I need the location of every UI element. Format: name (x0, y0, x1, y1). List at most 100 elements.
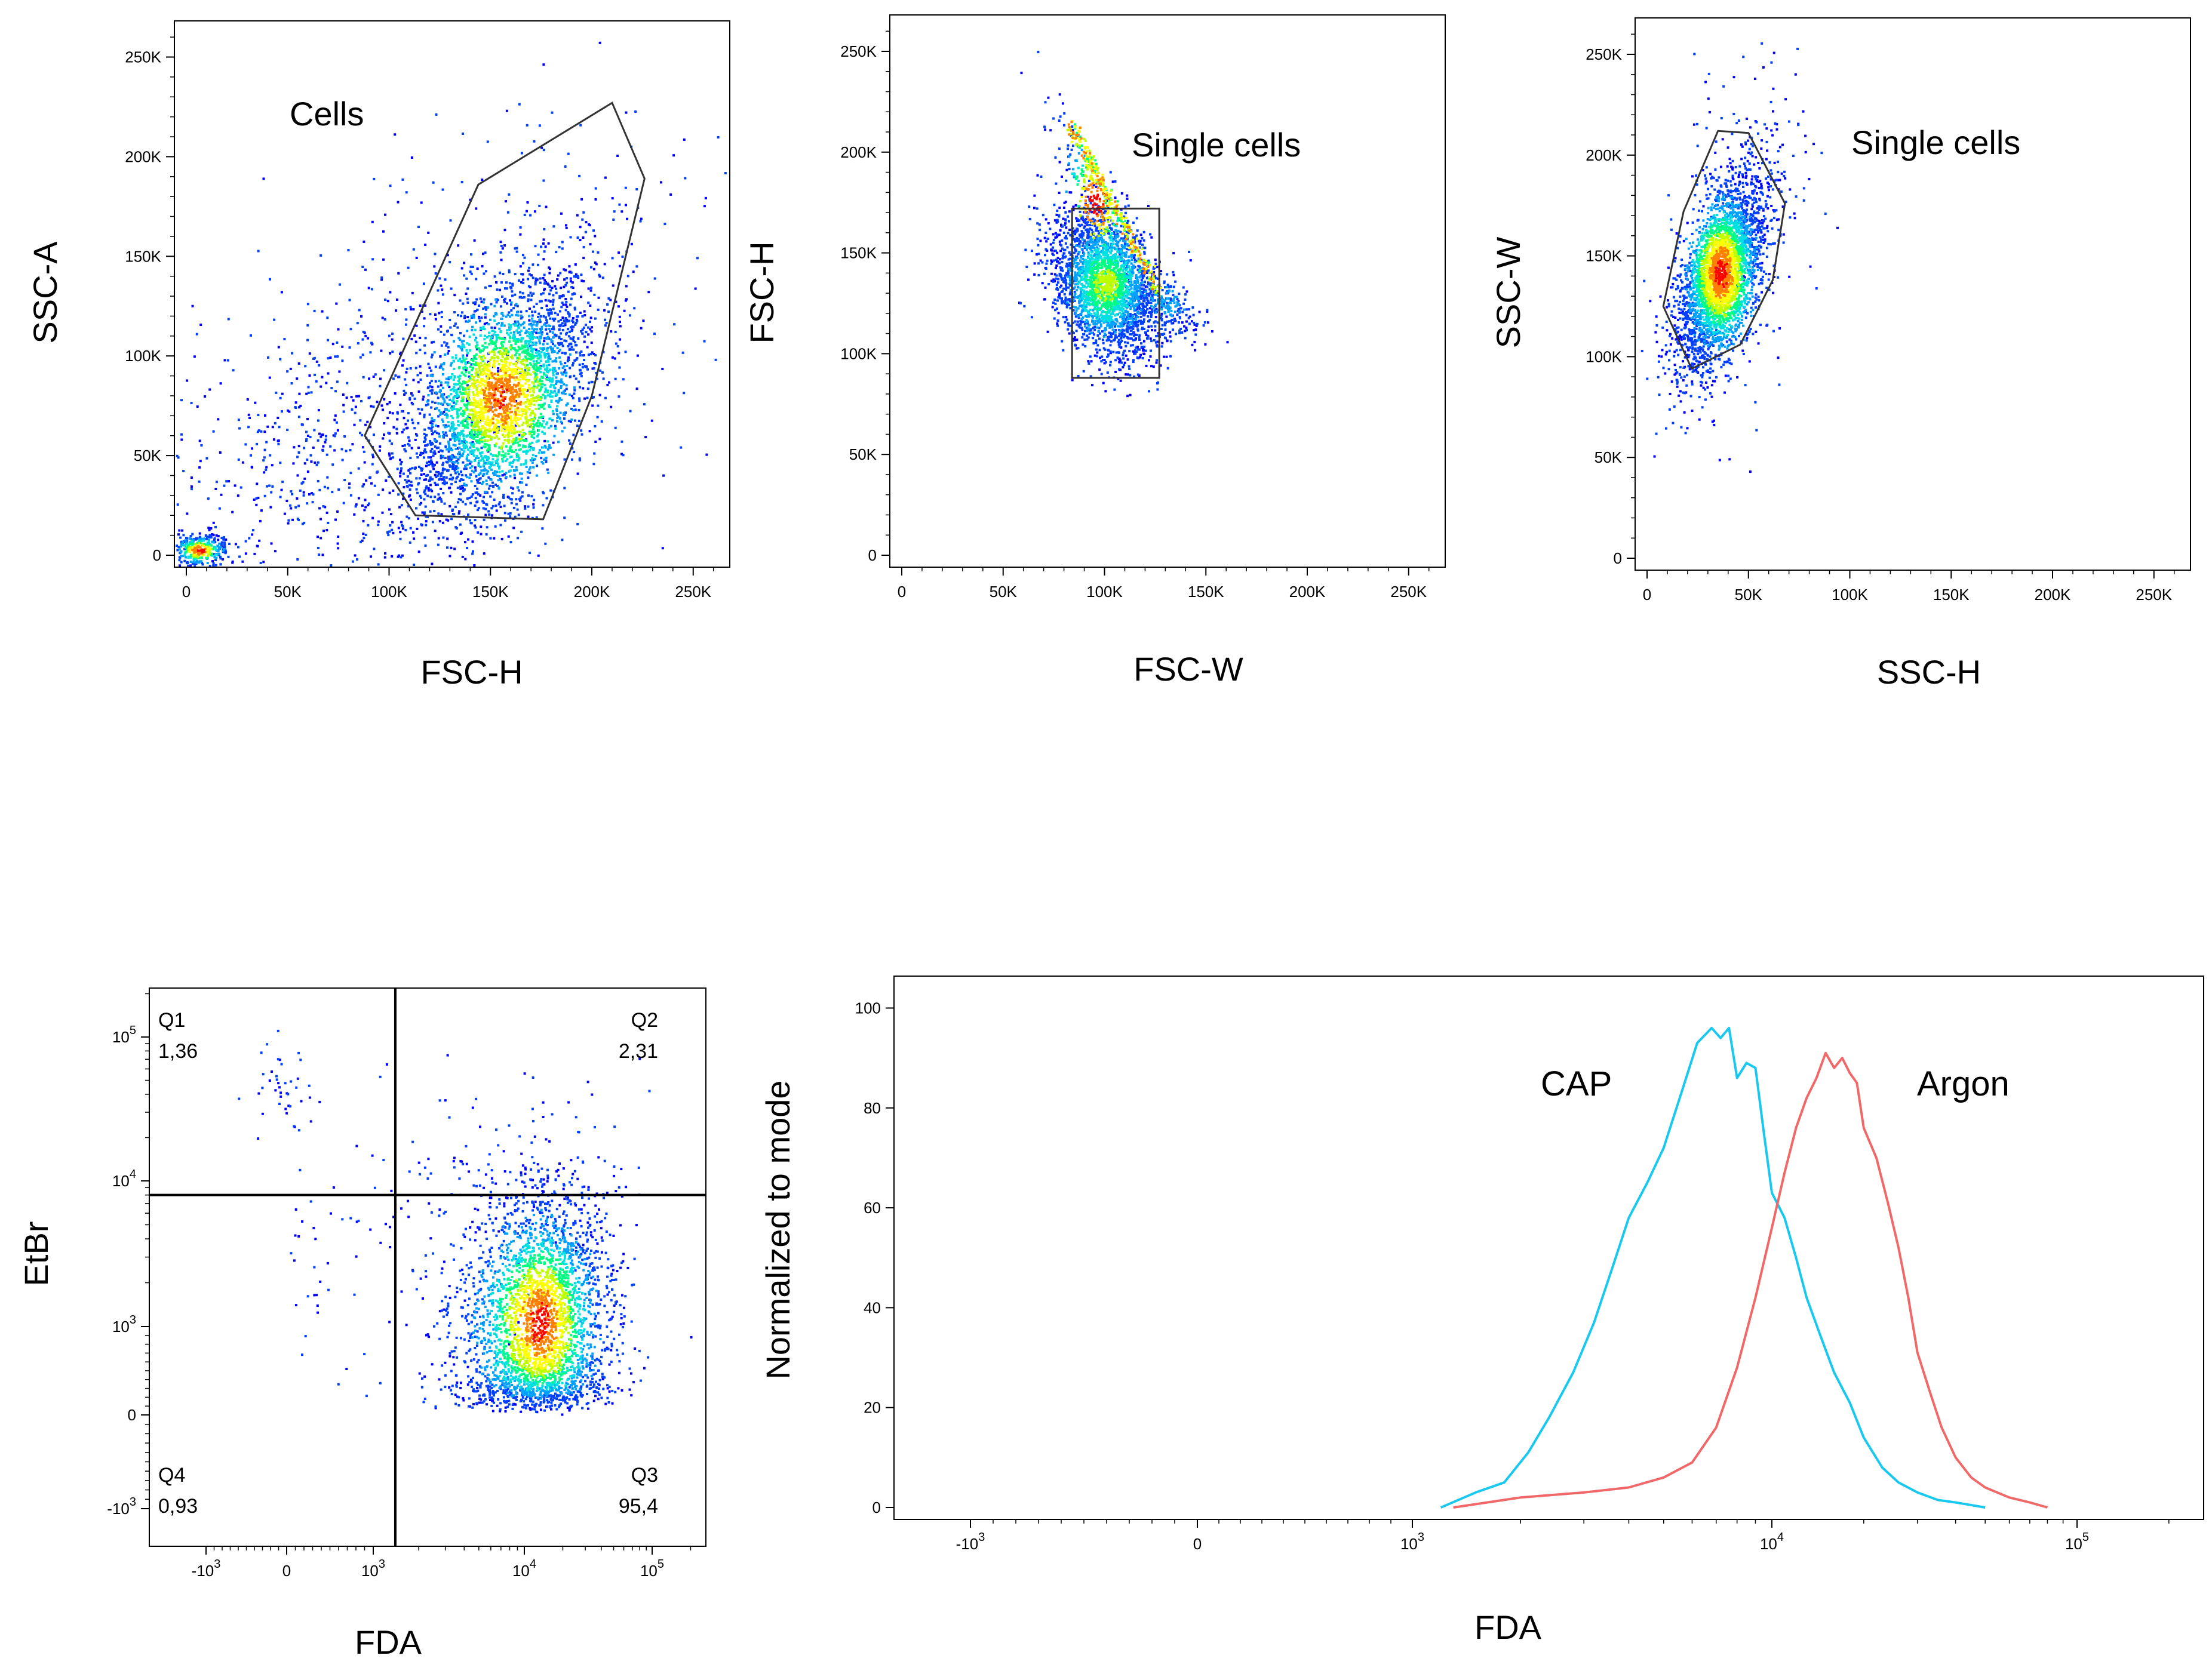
scatter-point (367, 502, 370, 505)
scatter-point (220, 543, 223, 546)
scatter-point (423, 436, 426, 439)
scatter-point (411, 421, 414, 424)
scatter-point (472, 376, 475, 379)
scatter-point (582, 326, 585, 329)
scatter-point (503, 439, 506, 442)
scatter-point (204, 543, 207, 546)
scatter-point (306, 435, 309, 437)
scatter-point (396, 418, 399, 421)
scatter-point (478, 349, 481, 352)
scatter-point (542, 363, 545, 366)
scatter-point (508, 470, 511, 473)
scatter-point (580, 350, 583, 353)
scatter-point (529, 341, 532, 343)
scatter-point (527, 494, 530, 497)
scatter-point (440, 402, 443, 405)
scatter-point (489, 371, 491, 374)
scatter-point (466, 342, 469, 345)
scatter-point (1033, 262, 1036, 265)
scatter-point (508, 270, 511, 273)
scatter-point (1154, 316, 1157, 319)
scatter-point (565, 226, 568, 229)
scatter-point (505, 368, 508, 371)
scatter-point (353, 513, 356, 516)
scatter-point (451, 373, 454, 376)
scatter-point (460, 454, 462, 457)
scatter-point (591, 404, 594, 407)
scatter-point (354, 554, 357, 557)
scatter-point (537, 312, 540, 315)
scatter-point (509, 387, 512, 389)
scatter-point (545, 364, 548, 367)
scatter-point (561, 316, 564, 319)
scatter-point (335, 421, 338, 424)
scatter-point (437, 512, 440, 515)
scatter-point (1151, 329, 1153, 331)
scatter-point (1139, 239, 1142, 242)
scatter-point (625, 111, 628, 114)
scatter-point (524, 405, 527, 408)
scatter-point (507, 387, 510, 390)
scatter-point (502, 341, 505, 344)
scatter-point (231, 560, 234, 563)
scatter-point (1093, 354, 1096, 357)
scatter-point (661, 368, 664, 370)
scatter-point (183, 547, 186, 550)
scatter-point (416, 434, 419, 437)
scatter-point (489, 430, 492, 433)
scatter-point (333, 449, 336, 452)
scatter-point (1095, 186, 1098, 188)
scatter-point (488, 444, 491, 447)
scatter-point (532, 447, 534, 450)
scatter-point (1119, 379, 1122, 382)
scatter-point (471, 433, 474, 436)
scatter-point (484, 401, 487, 404)
scatter-point (463, 403, 466, 406)
gate-outline[interactable] (364, 101, 646, 521)
scatter-point (566, 277, 568, 279)
scatter-point (533, 382, 535, 385)
scatter-point (515, 498, 518, 501)
scatter-point (570, 286, 573, 288)
scatter-point (463, 346, 466, 349)
scatter-point (490, 350, 493, 353)
scatter-point (468, 343, 471, 346)
scatter-point (355, 503, 358, 506)
scatter-point (516, 407, 519, 410)
scatter-point (597, 404, 600, 407)
scatter-point (484, 362, 486, 365)
scatter-point (297, 445, 300, 448)
scatter-point (176, 503, 179, 506)
scatter-point (1036, 222, 1039, 225)
scatter-point (358, 309, 361, 312)
scatter-point (527, 285, 530, 288)
scatter-point (523, 439, 526, 442)
scatter-point (484, 427, 487, 430)
scatter-point (419, 371, 422, 374)
scatter-point (498, 337, 501, 340)
scatter-point (362, 537, 365, 540)
scatter-point (511, 492, 514, 495)
scatter-point (512, 527, 515, 530)
scatter-point (469, 365, 472, 368)
scatter-point (491, 504, 494, 507)
scatter-point (481, 373, 484, 376)
scatter-point (536, 396, 539, 399)
scatter-point (308, 352, 311, 355)
scatter-point (464, 363, 467, 366)
scatter-point (502, 364, 505, 367)
scatter-point (551, 360, 554, 363)
scatter-point (370, 482, 373, 485)
scatter-point (452, 423, 455, 426)
scatter-point (342, 404, 345, 407)
scatter-point (498, 386, 501, 389)
scatter-point (1027, 278, 1030, 281)
scatter-point (483, 469, 486, 472)
scatter-point (287, 519, 290, 522)
scatter-point (455, 395, 458, 398)
scatter-point (434, 430, 437, 433)
scatter-point (405, 481, 408, 484)
scatter-point (505, 281, 508, 284)
scatter-point (530, 363, 533, 366)
scatter-point (410, 401, 413, 404)
